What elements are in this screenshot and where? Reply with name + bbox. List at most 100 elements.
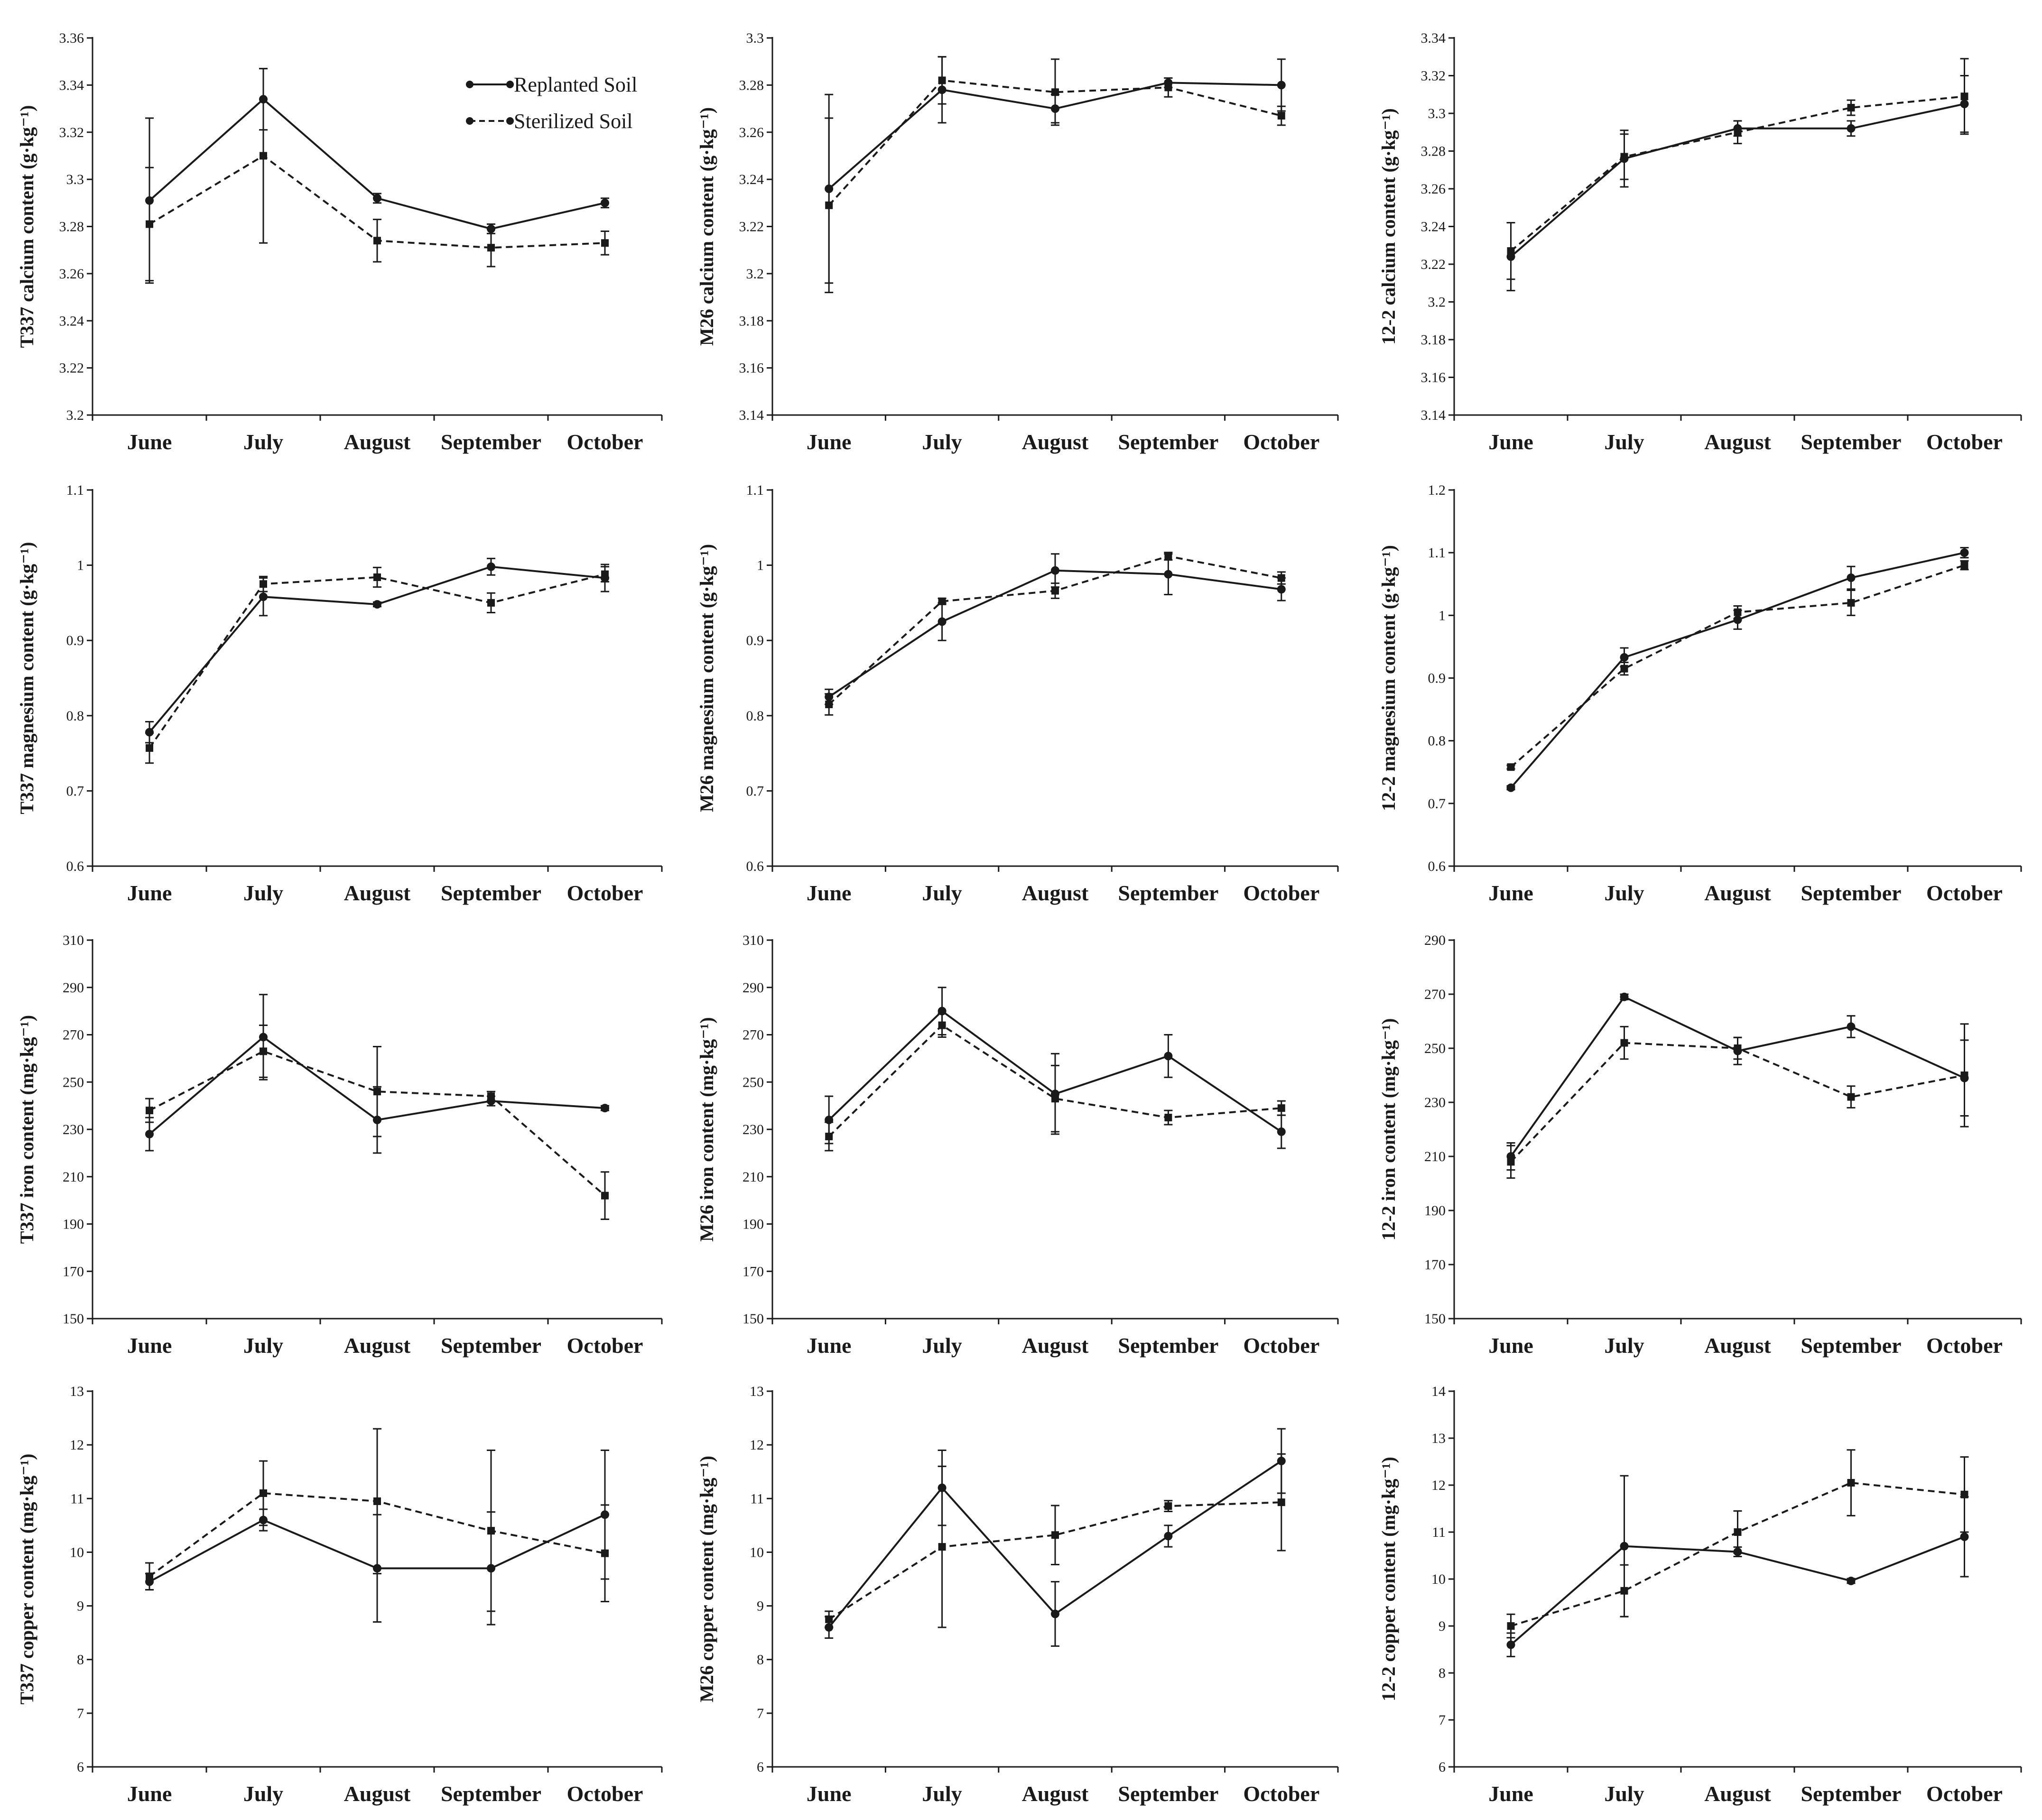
data-point-square [825,1615,833,1623]
x-category-label: July [922,1782,962,1806]
x-category-label: June [1488,881,1533,905]
data-point-square [601,570,609,578]
series-line [149,573,605,749]
x-category-label: June [1488,430,1533,454]
series-replanted-soil [1506,547,1969,792]
x-category-label: August [1022,881,1089,905]
y-tick-label: 11 [750,1491,764,1506]
data-point-square [1277,1498,1285,1506]
x-category-label: June [127,1782,172,1806]
y-tick-label: 170 [63,1264,84,1279]
y-tick-label: 3.32 [1421,68,1446,84]
data-point-square [1164,1502,1172,1510]
data-point-circle [1620,1542,1629,1551]
series-sterilized-soil [145,566,609,764]
y-tick-label: 3.26 [1421,181,1446,197]
y-tick-label: 0.8 [66,708,84,724]
y-tick-label: 0.9 [746,633,764,648]
y-tick-label: 250 [743,1074,764,1090]
chart-panel: 0.6 0.7 0.8 0.9 1 1.1 June July August September O… [16,482,663,905]
y-tick-label: 3.22 [739,219,764,235]
x-category-label: September [1801,1782,1901,1806]
data-point-square [1620,665,1628,673]
y-axis-title: M26 iron content (mg·kg⁻¹) [696,1017,717,1241]
y-tick-label: 210 [743,1169,764,1185]
y-tick-label: 0.6 [66,859,84,874]
y-tick-label: 11 [70,1491,84,1506]
y-tick-label: 6 [757,1759,764,1775]
y-tick-label: 3.14 [1421,407,1446,423]
y-tick-label: 10 [70,1544,84,1560]
x-category-label: September [441,881,541,905]
data-point-square [146,744,153,752]
data-point-square [825,1132,833,1140]
y-tick-label: 8 [757,1652,764,1668]
x-category-label: August [1704,1333,1771,1358]
data-point-circle [601,198,609,207]
chart-panel: 0.6 0.7 0.8 0.9 1 1.1 1.2 June July August Septemb… [1378,482,2022,905]
data-point-square [825,701,833,709]
x-category-label: September [1118,1782,1218,1806]
y-axis-title: T337 iron content (mg·kg⁻¹) [16,1015,37,1244]
series-replanted-soil [145,557,609,744]
x-category-label: October [1243,430,1319,454]
data-point-square [373,237,381,245]
x-category-label: September [1801,1333,1901,1358]
y-tick-label: 3.18 [739,313,764,329]
data-point-circle [1506,783,1515,792]
x-category-label: July [243,1333,283,1358]
series-replanted-soil [1506,1475,1969,1657]
data-point-square [1620,1587,1628,1595]
y-tick-label: 290 [743,980,764,996]
chart-panel: 6 7 8 9 10 11 12 13 14 June July August September Oct… [1378,1384,2022,1806]
y-tick-label: 10 [750,1544,764,1560]
data-point-square [1507,763,1515,771]
series-line [1510,996,1965,1157]
y-tick-label: 0.6 [1428,859,1446,874]
data-point-square [373,1497,381,1505]
y-tick-label: 150 [743,1311,764,1327]
data-point-square [146,1107,153,1115]
y-tick-label: 13 [750,1384,764,1399]
y-tick-label: 12 [750,1437,764,1453]
x-category-label: September [1118,881,1218,905]
data-point-circle [1847,1576,1856,1585]
y-tick-label: 170 [743,1264,764,1279]
data-point-square [1734,608,1742,616]
y-tick-label: 270 [1424,987,1446,1002]
y-tick-label: 1.1 [746,482,764,498]
x-category-label: August [344,1333,411,1358]
x-category-label: July [1604,1333,1644,1358]
data-point-square [1960,1072,1968,1079]
data-point-circle [601,1104,609,1113]
x-category-label: July [922,1333,962,1358]
y-tick-label: 3.26 [739,125,764,140]
data-point-circle [1277,1127,1286,1136]
data-point-square [146,220,153,228]
series-sterilized-soil [825,1013,1286,1152]
y-tick-label: 0.8 [1428,733,1446,749]
y-axis-title: 12-2 copper content (mg·kg⁻¹) [1378,1457,1399,1701]
series-replanted-soil [1506,75,1969,292]
x-category-label: October [1926,1333,2003,1358]
chart-panel: 3.14 3.16 3.18 3.2 3.22 3.24 3.26 3.28 3.3 3.32 3.… [1378,30,2022,454]
y-tick-label: 3.16 [739,360,764,376]
legend: Replanted Soil Sterilized Soil [466,73,637,133]
series-replanted-soil [825,553,1286,705]
series-sterilized-soil [1506,1023,1969,1179]
data-point-square [1960,92,1968,101]
y-tick-label: 0.7 [1428,796,1446,812]
x-category-label: October [1926,881,2003,905]
data-point-square [938,597,946,605]
x-category-label: September [1118,1333,1218,1358]
data-point-square [260,152,267,160]
y-tick-label: 190 [743,1217,764,1232]
y-tick-label: 0.8 [746,708,764,724]
x-category-label: September [1801,881,1901,905]
x-category-label: August [344,1782,411,1806]
data-point-circle [1164,1532,1173,1541]
data-point-circle [1164,570,1173,579]
y-axis-title: M26 copper content (mg·kg⁻¹) [696,1456,717,1702]
chart-panel: 150 170 190 210 230 250 270 290 June July August Se… [1378,933,2022,1358]
data-point-circle [1051,566,1059,575]
